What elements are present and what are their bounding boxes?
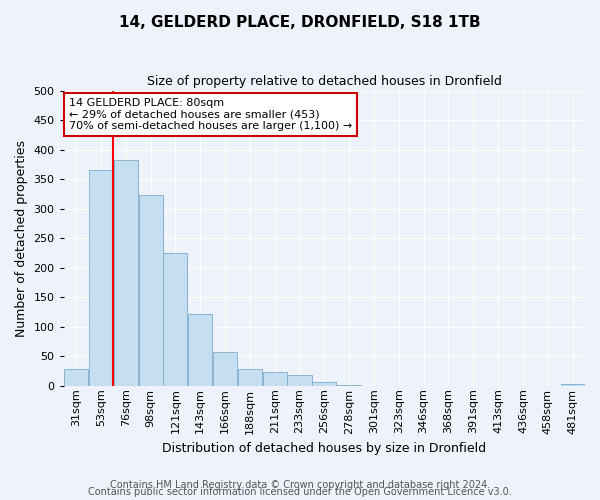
Text: 14, GELDERD PLACE, DRONFIELD, S18 1TB: 14, GELDERD PLACE, DRONFIELD, S18 1TB xyxy=(119,15,481,30)
Bar xyxy=(313,382,337,386)
Text: 14 GELDERD PLACE: 80sqm
← 29% of detached houses are smaller (453)
70% of semi-d: 14 GELDERD PLACE: 80sqm ← 29% of detache… xyxy=(69,98,352,131)
Bar xyxy=(114,160,138,386)
Bar xyxy=(64,369,88,386)
Title: Size of property relative to detached houses in Dronfield: Size of property relative to detached ho… xyxy=(147,75,502,88)
Bar xyxy=(337,385,361,386)
Y-axis label: Number of detached properties: Number of detached properties xyxy=(15,140,28,336)
Bar xyxy=(287,375,311,386)
X-axis label: Distribution of detached houses by size in Dronfield: Distribution of detached houses by size … xyxy=(162,442,487,455)
Bar xyxy=(238,369,262,386)
Bar xyxy=(163,253,187,386)
Text: Contains public sector information licensed under the Open Government Licence v3: Contains public sector information licen… xyxy=(88,487,512,497)
Bar xyxy=(213,352,237,386)
Bar xyxy=(188,314,212,386)
Bar xyxy=(139,195,163,386)
Bar xyxy=(263,372,287,386)
Bar xyxy=(560,384,584,386)
Bar xyxy=(89,170,113,386)
Text: Contains HM Land Registry data © Crown copyright and database right 2024.: Contains HM Land Registry data © Crown c… xyxy=(110,480,490,490)
